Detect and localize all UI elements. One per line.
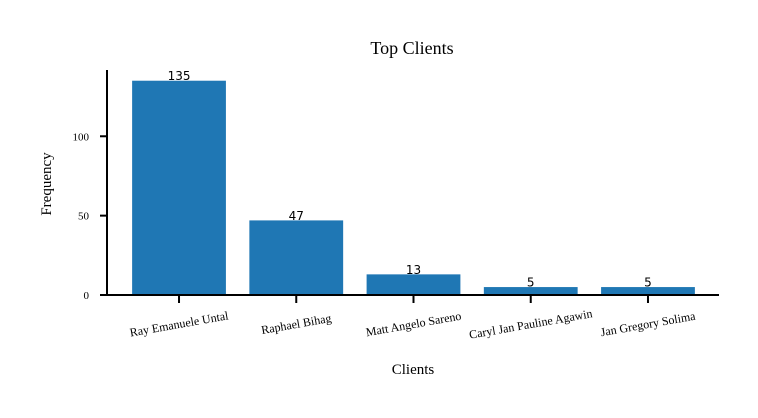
x-axis-label: Clients [392, 362, 435, 378]
x-tick-label: Ray Emanuele Untal [129, 308, 231, 339]
bar-value-label: 13 [406, 263, 421, 277]
y-axis-label: Frequency [39, 152, 55, 216]
x-tick-label: Matt Angelo Sareno [365, 309, 463, 340]
y-tick-label: 0 [84, 290, 90, 302]
bar [601, 287, 695, 295]
bar-value-label: 5 [644, 276, 652, 290]
y-tick-label: 50 [78, 211, 90, 223]
bar-value-label: 47 [289, 209, 304, 223]
y-tick-label: 100 [73, 131, 90, 143]
x-tick-label: Jan Gregory Solima [600, 309, 698, 340]
bar-value-label: 5 [527, 276, 535, 290]
bar [483, 287, 578, 295]
chart-title: Top Clients [370, 38, 453, 58]
bar-value-label: 135 [168, 69, 191, 83]
x-tick-label: Caryl Jan Pauline Agawin [468, 306, 594, 341]
y-axis-ticks: 0 50 100 [73, 131, 107, 302]
bar [366, 274, 461, 295]
bars-group [132, 80, 695, 295]
x-tick-label: Raphael Bihag [260, 311, 332, 337]
bar [132, 80, 226, 295]
bar [249, 220, 344, 295]
x-axis-ticks: Ray Emanuele Untal Raphael Bihag Matt Ange… [129, 295, 698, 342]
